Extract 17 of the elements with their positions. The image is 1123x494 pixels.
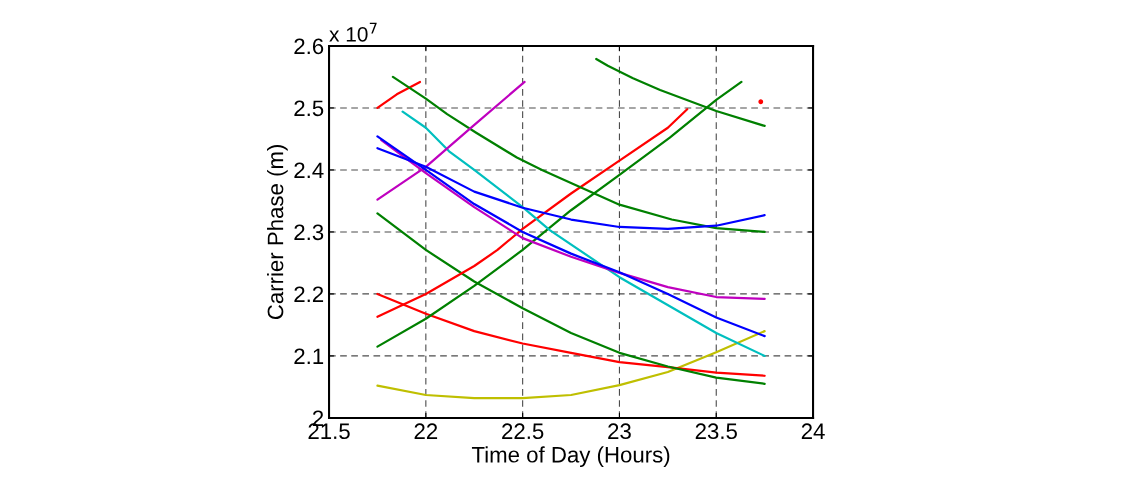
y-tick-label: 2.1 xyxy=(294,348,324,364)
x-tick-label: 23.5 xyxy=(695,423,737,440)
x-tick-label: 22 xyxy=(414,423,438,439)
y-axis-title: Carrier Phase (m) xyxy=(267,145,288,320)
x-tick-label: 24 xyxy=(801,423,825,439)
x-axis-title: Time of Day (Hours) xyxy=(471,446,670,467)
text: x 10$^{7}$ xyxy=(329,22,377,42)
y-tick-label: 2.2 xyxy=(294,286,324,302)
line-series xyxy=(376,135,766,338)
y-tick-label: 2.4 xyxy=(294,162,324,178)
x-tick-label: 23 xyxy=(608,423,631,440)
y-tick-label: 2.5 xyxy=(294,100,324,117)
line-series xyxy=(376,330,766,400)
y-tick-label: 2.3 xyxy=(294,224,324,241)
line-series xyxy=(401,110,766,358)
x-tick-label: 22.5 xyxy=(502,423,544,440)
y-tick-label: 2.6 xyxy=(294,38,324,55)
